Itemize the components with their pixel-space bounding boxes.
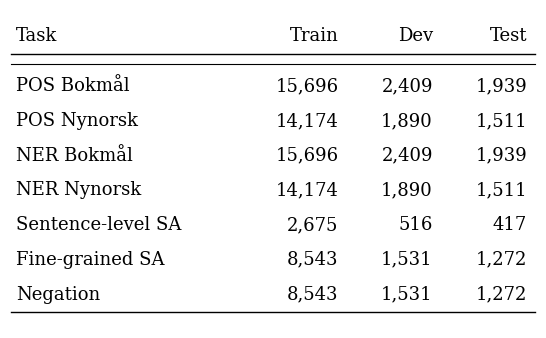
Text: 1,890: 1,890: [381, 112, 433, 130]
Text: NER Bokmål: NER Bokmål: [16, 147, 133, 165]
Text: 516: 516: [399, 216, 433, 234]
Text: 15,696: 15,696: [275, 147, 339, 165]
Text: Negation: Negation: [16, 286, 100, 304]
Text: Task: Task: [16, 27, 57, 45]
Text: Dev: Dev: [397, 27, 433, 45]
Text: 1,531: 1,531: [381, 286, 433, 304]
Text: POS Bokmål: POS Bokmål: [16, 77, 130, 95]
Text: Test: Test: [490, 27, 527, 45]
Text: 1,511: 1,511: [476, 112, 527, 130]
Text: 14,174: 14,174: [276, 182, 339, 199]
Text: 1,511: 1,511: [476, 182, 527, 199]
Text: Train: Train: [289, 27, 339, 45]
Text: Fine-grained SA: Fine-grained SA: [16, 251, 165, 269]
Text: 8,543: 8,543: [287, 286, 339, 304]
Text: 15,696: 15,696: [275, 77, 339, 95]
Text: 1,890: 1,890: [381, 182, 433, 199]
Text: 14,174: 14,174: [276, 112, 339, 130]
Text: 1,939: 1,939: [476, 147, 527, 165]
Text: 2,409: 2,409: [381, 77, 433, 95]
Text: 1,272: 1,272: [476, 251, 527, 269]
Text: 2,675: 2,675: [287, 216, 339, 234]
Text: NER Nynorsk: NER Nynorsk: [16, 182, 141, 199]
Text: 1,272: 1,272: [476, 286, 527, 304]
Text: 1,531: 1,531: [381, 251, 433, 269]
Text: POS Nynorsk: POS Nynorsk: [16, 112, 138, 130]
Text: 2,409: 2,409: [381, 147, 433, 165]
Text: 417: 417: [493, 216, 527, 234]
Text: 8,543: 8,543: [287, 251, 339, 269]
Text: Sentence-level SA: Sentence-level SA: [16, 216, 181, 234]
Text: 1,939: 1,939: [476, 77, 527, 95]
